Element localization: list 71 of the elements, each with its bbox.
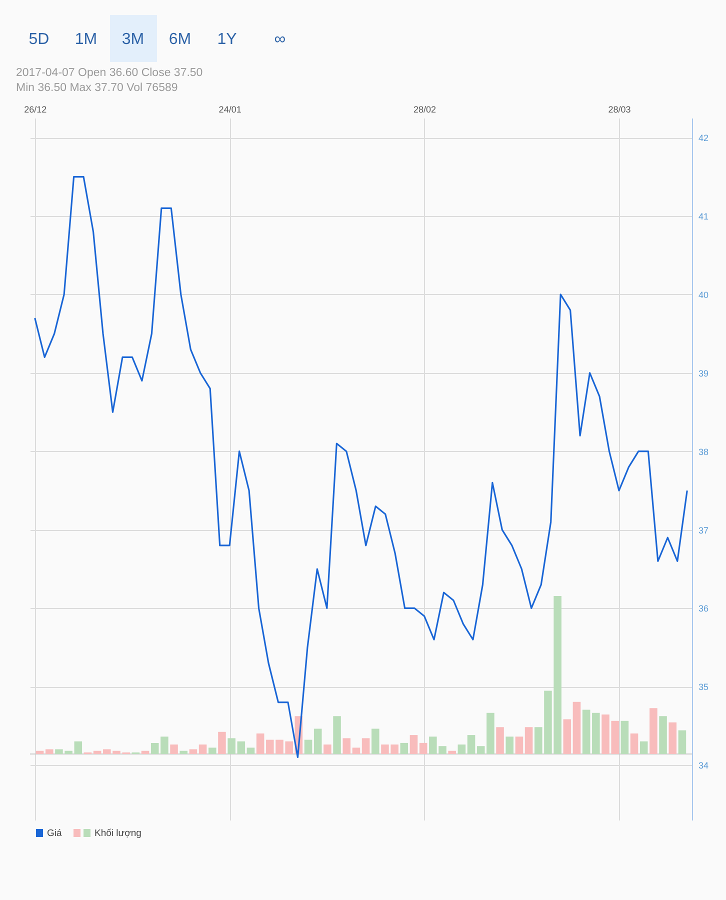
bar <box>592 712 600 754</box>
bar <box>572 702 581 754</box>
bar <box>668 722 677 754</box>
text: 5D <box>28 31 50 48</box>
legend-label: Khối lượng <box>94 828 142 839</box>
bar <box>400 742 408 754</box>
bar <box>515 736 524 754</box>
line-series <box>34 176 688 758</box>
bar <box>650 708 658 754</box>
bar <box>371 728 380 754</box>
chart-subtitle: 2017-04-07 Open 36.60 Close 37.50 Min 36.50 Max 37.70 Vol 76589 <box>16 67 203 94</box>
legend-label: Giá <box>47 828 62 839</box>
bar <box>410 735 418 754</box>
bar <box>563 719 572 754</box>
bar <box>467 735 476 754</box>
bar <box>208 748 216 754</box>
y-tick-label: 36 <box>698 604 709 614</box>
bar <box>160 736 168 754</box>
bar <box>198 744 207 754</box>
bar <box>458 744 466 754</box>
bar <box>246 748 255 754</box>
bar <box>419 742 428 754</box>
y-tick-label: 38 <box>698 446 709 457</box>
bar <box>45 749 54 754</box>
y-tick-label: 41 <box>698 212 709 222</box>
bar <box>141 750 150 754</box>
bar <box>180 750 188 754</box>
bar <box>36 750 44 754</box>
bar <box>228 738 236 754</box>
text: 3M <box>122 31 144 48</box>
text: 1Y <box>217 31 238 48</box>
text: ∞ <box>274 31 286 48</box>
text: 6M <box>168 31 192 48</box>
bar <box>620 720 629 754</box>
x-tick-label: 26/12 <box>24 104 47 114</box>
bar <box>237 741 246 754</box>
y-tick-label: 34 <box>698 760 709 771</box>
bar <box>448 750 456 754</box>
x-tick-label: 28/03 <box>608 104 631 114</box>
x-tick-label: 24/01 <box>218 104 242 114</box>
y-tick-label: 35 <box>698 682 709 692</box>
bar <box>74 741 82 754</box>
y-tick-label: 39 <box>698 368 709 378</box>
y-tick-label: 37 <box>698 525 709 536</box>
bar <box>352 748 360 754</box>
bar <box>170 744 178 754</box>
bar <box>150 742 159 754</box>
bar <box>486 712 494 754</box>
bar <box>218 732 226 754</box>
bar <box>678 730 686 754</box>
bar <box>630 733 638 754</box>
bar <box>304 740 312 754</box>
bar <box>342 738 351 754</box>
bar <box>659 716 667 754</box>
bar <box>582 710 590 754</box>
bar <box>314 728 322 754</box>
bar <box>506 736 514 754</box>
bar <box>333 716 341 754</box>
bar <box>640 741 648 754</box>
bar <box>324 744 332 754</box>
text: 1M <box>74 31 98 48</box>
bar <box>256 733 264 754</box>
y-tick-label: 40 <box>698 290 709 300</box>
bar <box>476 746 485 754</box>
bar <box>496 727 504 754</box>
x-tick-label: 28/02 <box>414 104 436 114</box>
bar <box>524 727 533 754</box>
bar <box>362 738 370 754</box>
bar <box>189 749 198 754</box>
y-tick-label: 42 <box>698 133 709 144</box>
bar <box>93 750 102 754</box>
